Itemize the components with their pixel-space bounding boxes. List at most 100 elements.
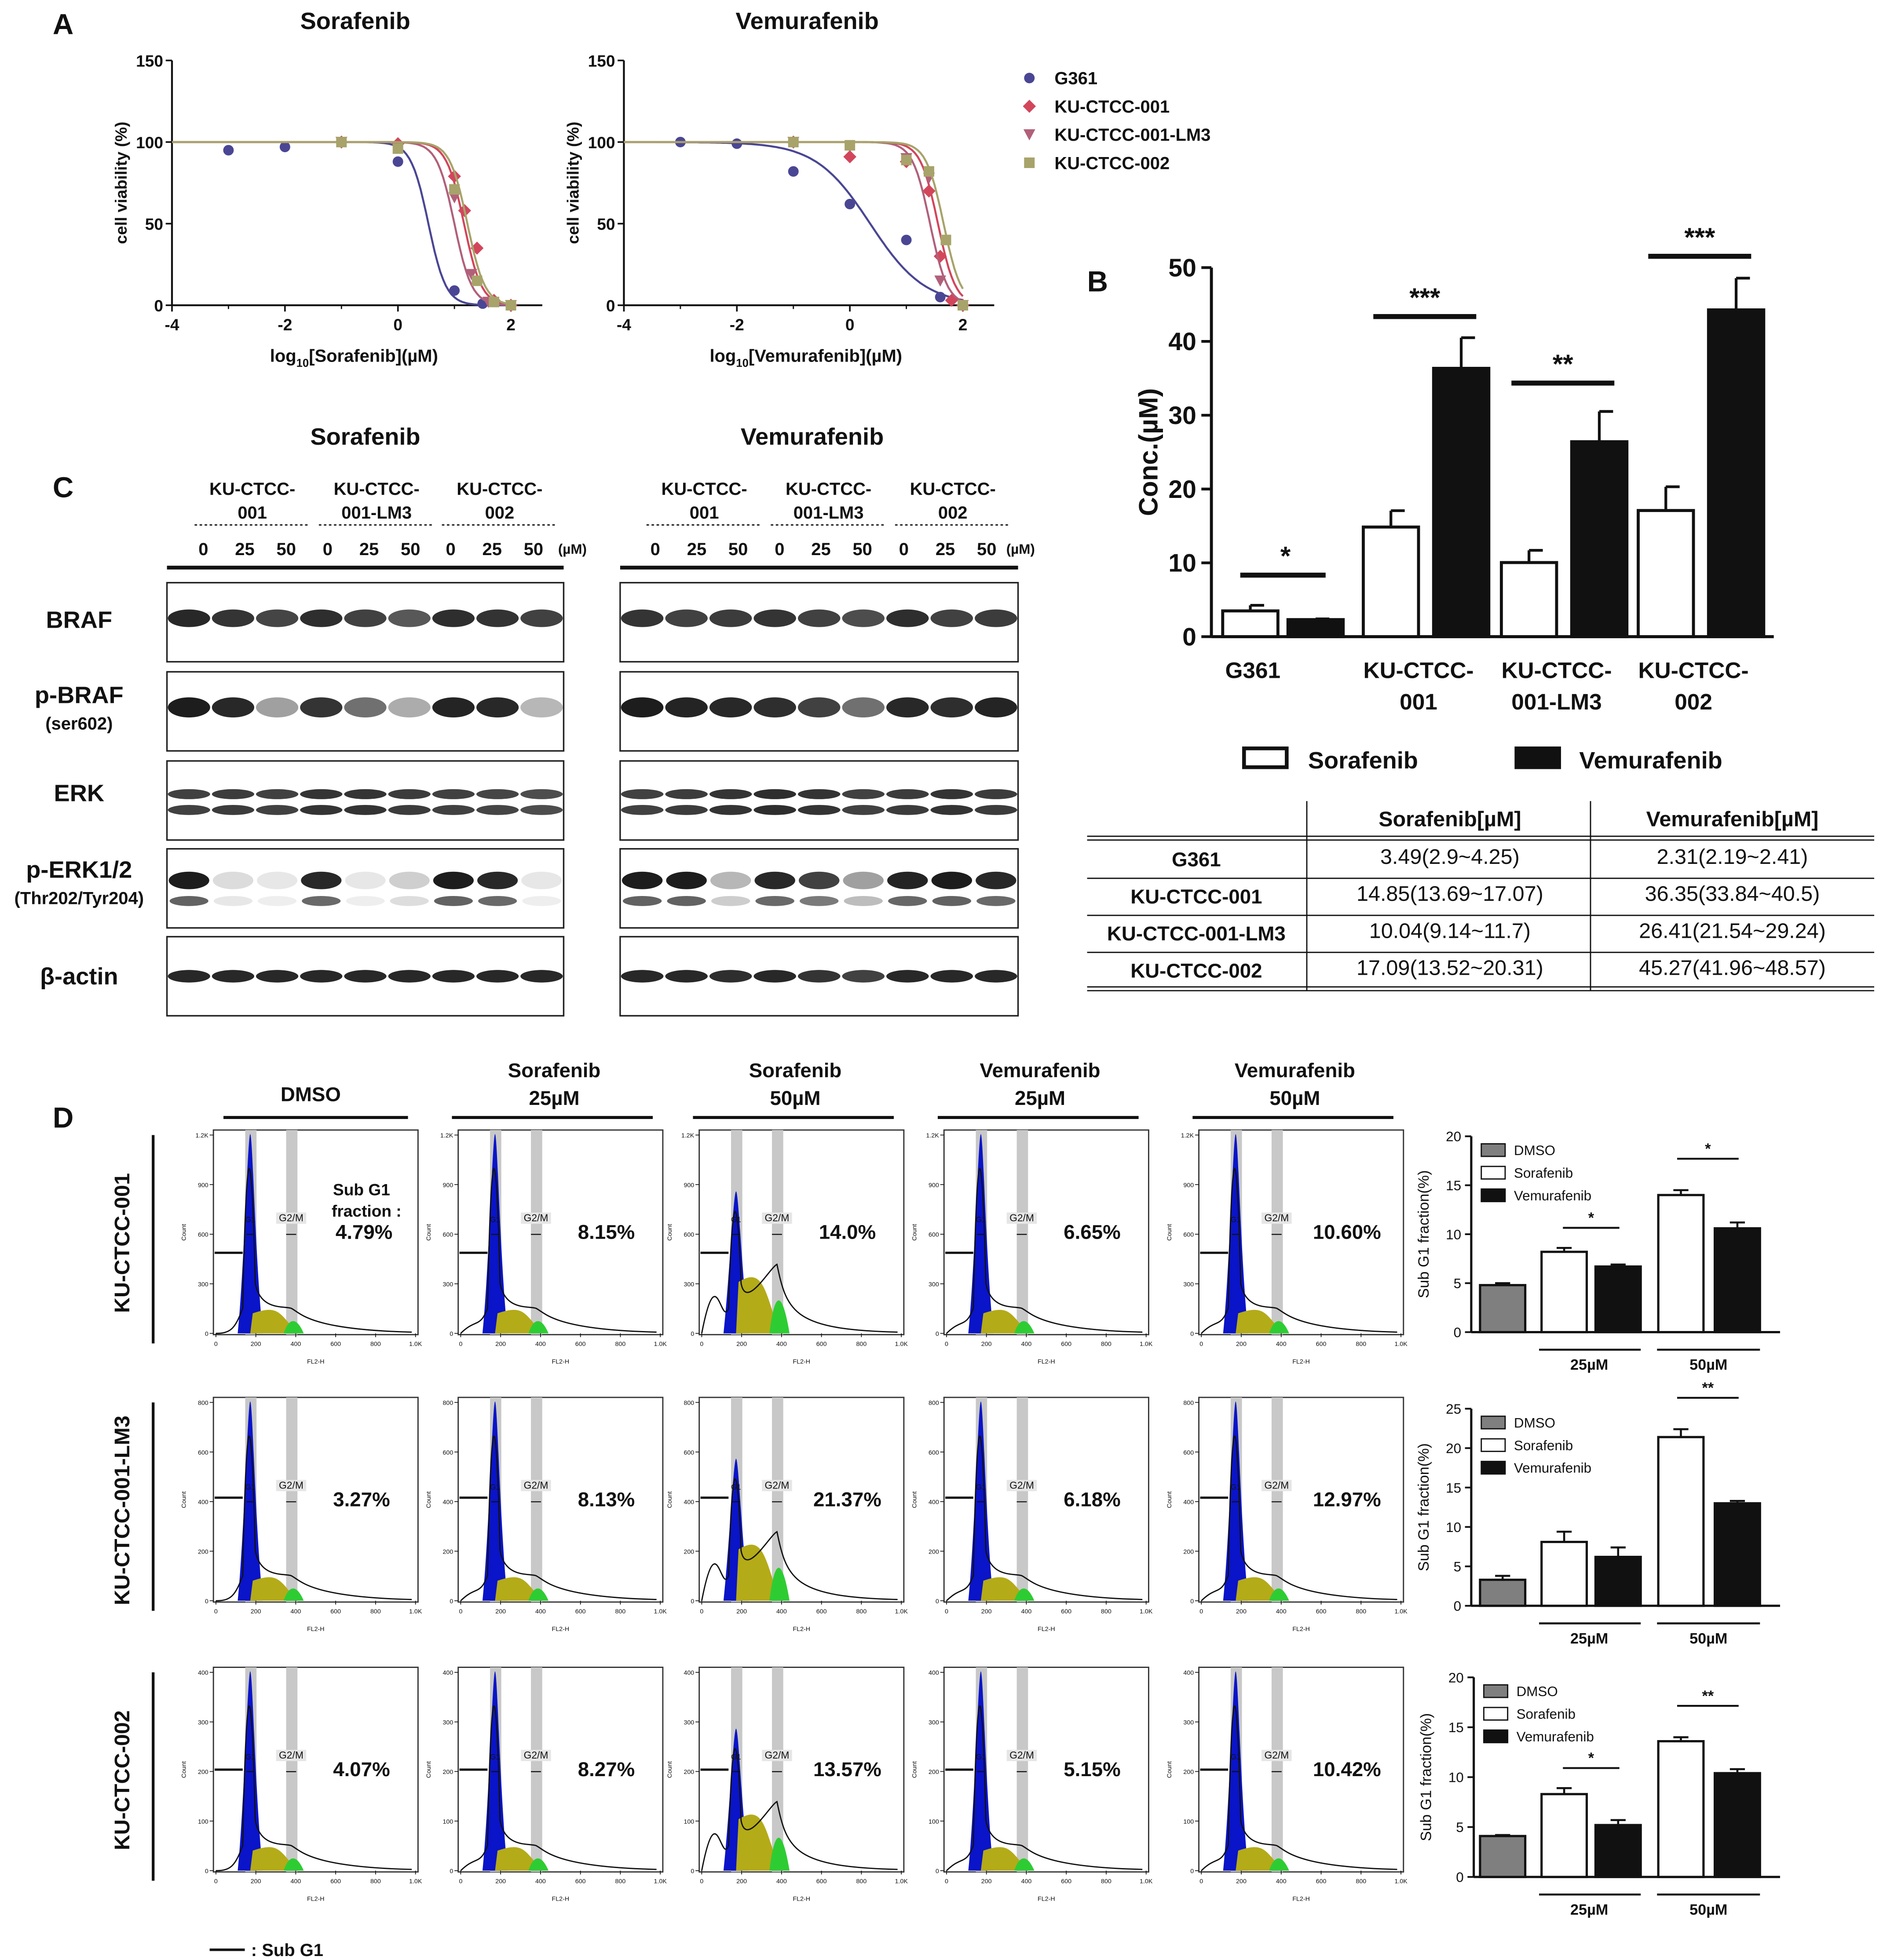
y-tick-label: 900 xyxy=(929,1182,939,1189)
blot-band xyxy=(842,789,885,799)
histogram-outline xyxy=(460,1168,657,1334)
y-tick-label: 300 xyxy=(442,1281,453,1288)
blot-band xyxy=(476,805,519,815)
data-point xyxy=(449,184,460,195)
y-tick-label: 0 xyxy=(450,1598,453,1605)
y-tick-label: 600 xyxy=(1183,1232,1194,1239)
y-tick-label: 300 xyxy=(684,1281,694,1288)
gate-label: G1 xyxy=(976,1483,986,1491)
x-tick-label: 800 xyxy=(856,1878,867,1885)
x-tick-label: 600 xyxy=(330,1341,341,1348)
x-tick-label: 1.0K xyxy=(409,1341,422,1348)
y-tick-label: 0 xyxy=(936,1598,939,1605)
blot-band xyxy=(888,896,927,906)
blot-band xyxy=(621,697,664,718)
x-tick-label: 400 xyxy=(1276,1341,1287,1348)
gate-label: G1 xyxy=(490,1753,500,1761)
x-tick-label: 800 xyxy=(1356,1878,1366,1885)
x-tick-label: 0 xyxy=(214,1341,218,1348)
panel-letter-c: C xyxy=(53,472,73,504)
x-tick-label: 400 xyxy=(290,1341,301,1348)
dose-label: 25 xyxy=(483,540,502,559)
gate-label: G2/M xyxy=(765,1212,790,1224)
gate-label-box xyxy=(762,1480,792,1492)
y-tick-label: 600 xyxy=(929,1449,939,1456)
blot-band xyxy=(975,697,1017,718)
x-tick-label: 200 xyxy=(251,1341,261,1348)
data-point xyxy=(449,285,460,296)
gate-label: G1 xyxy=(1231,1753,1241,1761)
y-tick-label: 15 xyxy=(1448,1720,1464,1735)
x-tick-label: 400 xyxy=(290,1878,301,1885)
y-tick-label: 200 xyxy=(198,1769,208,1776)
category-label: 001 xyxy=(1400,689,1437,714)
significance-mark: ** xyxy=(1702,1379,1714,1396)
y-axis-label: Count xyxy=(666,1491,673,1508)
blot-band xyxy=(711,896,750,906)
dose-label: 25 xyxy=(936,540,955,559)
blot-band xyxy=(622,896,662,906)
histogram-outline xyxy=(946,1705,1143,1871)
x-tick-label: 400 xyxy=(776,1878,787,1885)
blot-band xyxy=(477,871,518,889)
data-point xyxy=(392,143,403,154)
subg1-bar xyxy=(1713,1227,1761,1334)
gate-label: G1 xyxy=(245,1753,256,1761)
x-tick-label: 600 xyxy=(816,1878,827,1885)
column-title: Vemurafenib xyxy=(1235,1059,1355,1082)
blot-band xyxy=(522,896,561,906)
category-label: KU-CTCC- xyxy=(1364,658,1474,683)
x-tick-label: 0 xyxy=(214,1608,218,1615)
legend-label: Vemurafenib xyxy=(1517,1729,1594,1744)
row-label: KU-CTCC-002 xyxy=(110,1710,134,1850)
x-tick-label: 0 xyxy=(1199,1878,1203,1885)
x-tick-label: 800 xyxy=(1101,1878,1112,1885)
data-point xyxy=(489,296,500,307)
blot-band xyxy=(212,805,254,815)
blot-band xyxy=(710,871,751,889)
subg1-value: 6.65% xyxy=(1064,1221,1120,1243)
blot-band xyxy=(256,697,299,718)
gate-label: G1 xyxy=(731,1753,741,1761)
group-label: KU-CTCC- xyxy=(457,479,542,499)
gate-label-box xyxy=(276,1212,307,1224)
gate-label: G2/M xyxy=(1009,1749,1034,1761)
data-point xyxy=(392,156,403,167)
significance-mark: * xyxy=(1705,1141,1711,1157)
y-tick-label: 200 xyxy=(684,1769,694,1776)
blot-band xyxy=(709,789,752,799)
gate-label: G1 xyxy=(245,1215,256,1224)
dose-unit: (µM) xyxy=(1006,541,1035,557)
legend-label: DMSO xyxy=(1514,1415,1555,1430)
subg1-bar xyxy=(1594,1265,1642,1334)
x-tick-label: 1.0K xyxy=(1394,1608,1408,1615)
subg1-bar xyxy=(1657,1740,1705,1878)
data-point xyxy=(788,166,799,177)
legend-label: DMSO xyxy=(1517,1684,1558,1699)
x-tick-label: 1.0K xyxy=(654,1341,667,1348)
g1-peak xyxy=(968,1134,994,1334)
legend-label: G361 xyxy=(1054,69,1097,88)
y-tick-label: 40 xyxy=(1168,328,1196,356)
blot-band xyxy=(755,896,794,906)
y-tick-label: 20 xyxy=(1168,475,1196,504)
subg1-value: 5.15% xyxy=(1064,1758,1120,1781)
x-tick-label: 0 xyxy=(459,1878,462,1885)
blot-band xyxy=(168,789,210,799)
data-point xyxy=(336,136,347,147)
x-tick-label: 400 xyxy=(1276,1878,1287,1885)
gate-label-box xyxy=(1261,1212,1292,1224)
blot-band xyxy=(388,697,431,718)
column-subtitle: 50µM xyxy=(1269,1087,1320,1109)
data-point xyxy=(945,294,958,307)
legend-swatch xyxy=(1481,1461,1506,1475)
blot-band xyxy=(168,871,209,889)
blot-band xyxy=(975,609,1017,627)
dose-label: 0 xyxy=(775,540,784,559)
category-label: G361 xyxy=(1225,658,1280,683)
data-point xyxy=(922,184,936,198)
y-tick-label: 0 xyxy=(205,1331,208,1338)
y-tick-label: 800 xyxy=(442,1400,453,1407)
gate-label: G2/M xyxy=(524,1749,548,1761)
blot-band xyxy=(478,896,517,906)
